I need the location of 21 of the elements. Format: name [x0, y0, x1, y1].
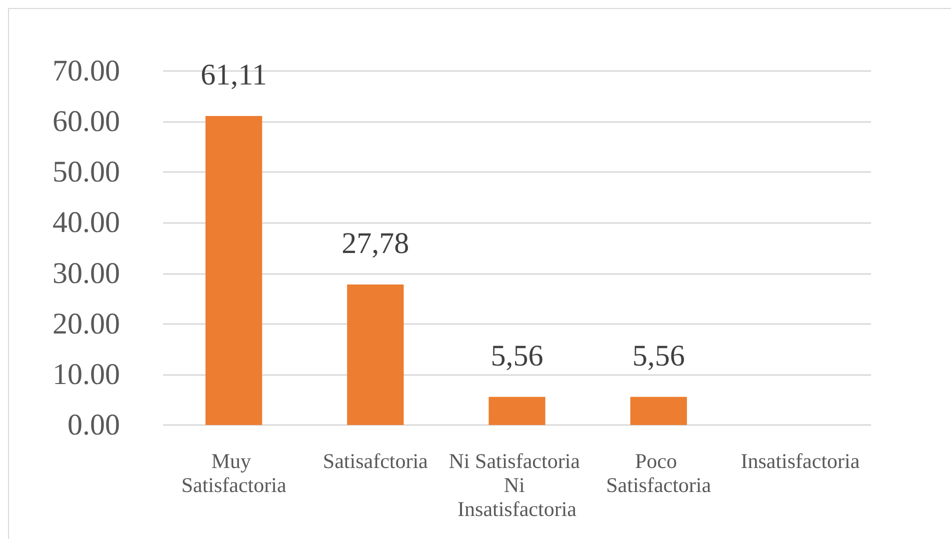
x-tick-label: Muy Satisfactoria: [181, 449, 287, 497]
y-tick-label: 50.00: [52, 156, 120, 189]
x-tick-label: Ni Satisfactoria Ni Insatisfactoria: [448, 449, 586, 521]
data-label: 61,11: [200, 58, 267, 92]
y-tick-label: 40.00: [52, 206, 120, 240]
bar: [205, 116, 262, 425]
data-label: 5,56: [490, 339, 544, 372]
data-label: 5,56: [632, 339, 685, 372]
y-tick-label: 30.00: [52, 256, 120, 290]
y-tick-label: 70.00: [52, 54, 120, 88]
x-tick-label: Insatisfactoria: [740, 449, 860, 473]
y-tick-label: 0.00: [68, 408, 120, 442]
y-tick-label: 20.00: [52, 307, 120, 340]
bar: [630, 396, 687, 425]
data-label: 27,78: [342, 227, 410, 260]
bar: [488, 396, 546, 425]
y-tick-label: 10.00: [52, 358, 120, 391]
x-tick-label: Poco Satisfactoria: [606, 449, 712, 497]
x-tick-label: Satisafctoria: [322, 449, 429, 473]
y-tick-label: 60.00: [52, 105, 120, 138]
bar: [347, 284, 404, 425]
